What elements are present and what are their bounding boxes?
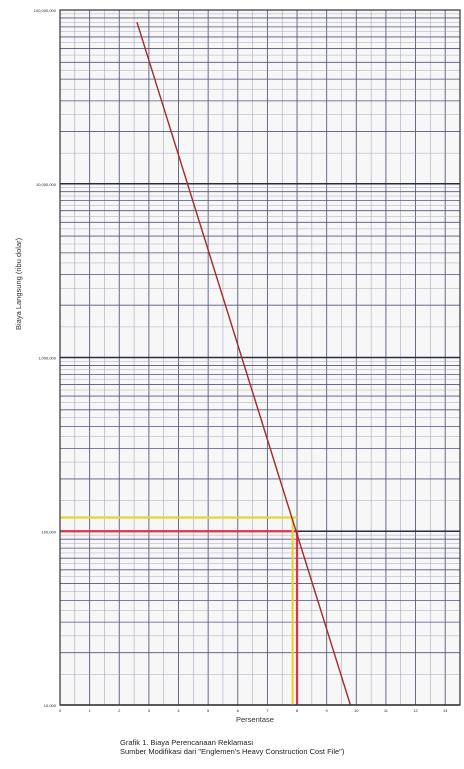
y-tick-label: 1,000,000 bbox=[38, 356, 57, 361]
x-tick-label: 2 bbox=[118, 708, 121, 713]
x-tick-label: 12 bbox=[413, 708, 418, 713]
x-axis-label: Persentase bbox=[236, 715, 274, 724]
x-tick-label: 4 bbox=[177, 708, 180, 713]
x-tick-label: 5 bbox=[207, 708, 210, 713]
x-tick-label: 0 bbox=[59, 708, 62, 713]
series-line bbox=[136, 22, 352, 706]
x-tick-label: 13 bbox=[443, 708, 448, 713]
y-tick-label: 10,000,000 bbox=[36, 182, 57, 187]
x-tick-label: 9 bbox=[326, 708, 329, 713]
plot-frame bbox=[59, 9, 461, 706]
caption-line-1: Grafik 1. Biaya Perencanaan Reklamasi bbox=[120, 738, 253, 747]
x-tick-label: 10 bbox=[354, 708, 359, 713]
figure-caption: Grafik 1. Biaya Perencanaan Reklamasi Su… bbox=[120, 738, 450, 756]
y-tick-label: 100,000 bbox=[42, 529, 57, 534]
tick-labels: 100,000,000 10,000,000 1,000,000 100,000 10,… bbox=[34, 8, 448, 713]
x-tick-label: 11 bbox=[384, 708, 389, 713]
x-tick-label: 3 bbox=[148, 708, 151, 713]
reference-lines bbox=[60, 516, 299, 705]
x-tick-label: 7 bbox=[266, 708, 269, 713]
y-axis-label: Biaya Langsung (ribu dolar) bbox=[14, 237, 23, 330]
x-tick-label: 6 bbox=[237, 708, 240, 713]
x-tick-label: 1 bbox=[89, 708, 92, 713]
y-tick-label: 10,000 bbox=[44, 703, 57, 708]
y-tick-label: 100,000,000 bbox=[34, 8, 57, 13]
grid bbox=[59, 10, 461, 706]
series-group bbox=[136, 22, 352, 706]
x-tick-label: 8 bbox=[296, 708, 299, 713]
caption-line-2: Sumber Modifikasi dari "Englemen's Heavy… bbox=[120, 747, 345, 756]
